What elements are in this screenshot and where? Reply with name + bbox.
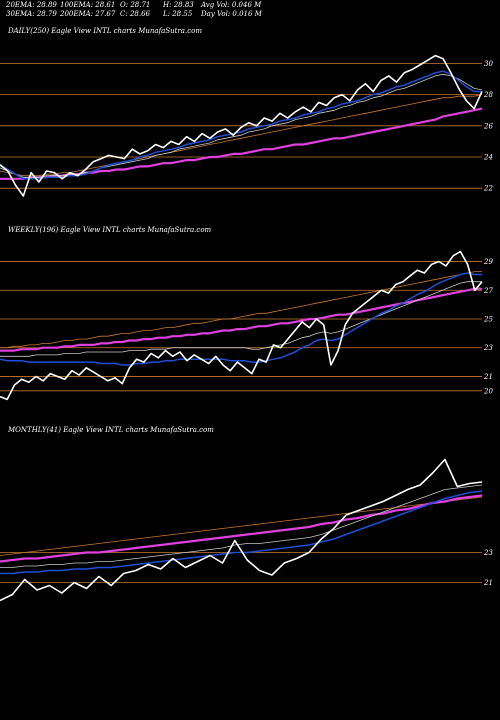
daily-ytick-label-4: 22	[483, 185, 493, 193]
daily-ema-slow-line	[0, 94, 483, 177]
monthly-chart-title: MONTHLY(41) Eagle View INTL charts Munaf…	[8, 426, 214, 434]
weekly-ema-slow-line	[0, 271, 482, 349]
monthly-ema-mid-line	[0, 484, 483, 568]
monthly-ytick-label-0: 23	[483, 549, 493, 557]
header-20ema: 20EMA: 28.89	[6, 1, 57, 9]
monthly-price-line	[0, 458, 483, 602]
header-avg-vol: Avg Vol: 0.046 M	[201, 1, 262, 9]
header-30ema: 30EMA: 28.79	[6, 10, 57, 18]
header-100ema: 100EMA: 28.61	[60, 1, 116, 9]
weekly-ytick-label-3: 23	[483, 344, 493, 352]
daily-ytick-label-3: 24	[483, 154, 493, 162]
weekly-ytick-label-4: 21	[483, 373, 493, 381]
monthly-ema-fast-line	[0, 490, 483, 575]
header-200ema: 200EMA: 27.67	[60, 10, 116, 18]
weekly-price-line	[0, 250, 483, 401]
weekly-ema-fast-line	[0, 272, 482, 366]
daily-ytick-label-0: 30	[484, 60, 493, 68]
daily-ytick-label-2: 26	[483, 122, 493, 130]
monthly-ytick-label-1: 21	[483, 579, 493, 587]
header-high: H: 28.83	[163, 1, 194, 9]
weekly-ytick-label-0: 29	[483, 258, 493, 266]
daily-ema-fast-line	[0, 70, 482, 180]
monthly-ema-long-line	[0, 494, 483, 563]
weekly-ytick-label-5: 20	[483, 387, 493, 395]
daily-ytick-label-1: 28	[483, 91, 493, 99]
weekly-chart-title: WEEKLY(196) Eagle View INTL charts Munaf…	[8, 226, 212, 234]
header-low: L: 28.55	[163, 10, 193, 18]
daily-price-line	[0, 54, 483, 197]
weekly-ytick-label-2: 25	[483, 316, 493, 324]
daily-ema-long-line	[0, 107, 483, 180]
header-day-vol: Day Vol: 0.016 M	[201, 10, 262, 18]
header-open: O: 28.71	[120, 1, 151, 9]
daily-chart-title: DAILY(250) Eagle View INTL charts Munafa…	[8, 27, 202, 35]
weekly-ytick-label-1: 27	[483, 287, 493, 295]
monthly-ema-slow-line	[0, 496, 483, 556]
weekly-ema-long-line	[0, 287, 482, 352]
header-close: C: 28.66	[120, 10, 150, 18]
weekly-ema-mid-line	[0, 281, 482, 357]
